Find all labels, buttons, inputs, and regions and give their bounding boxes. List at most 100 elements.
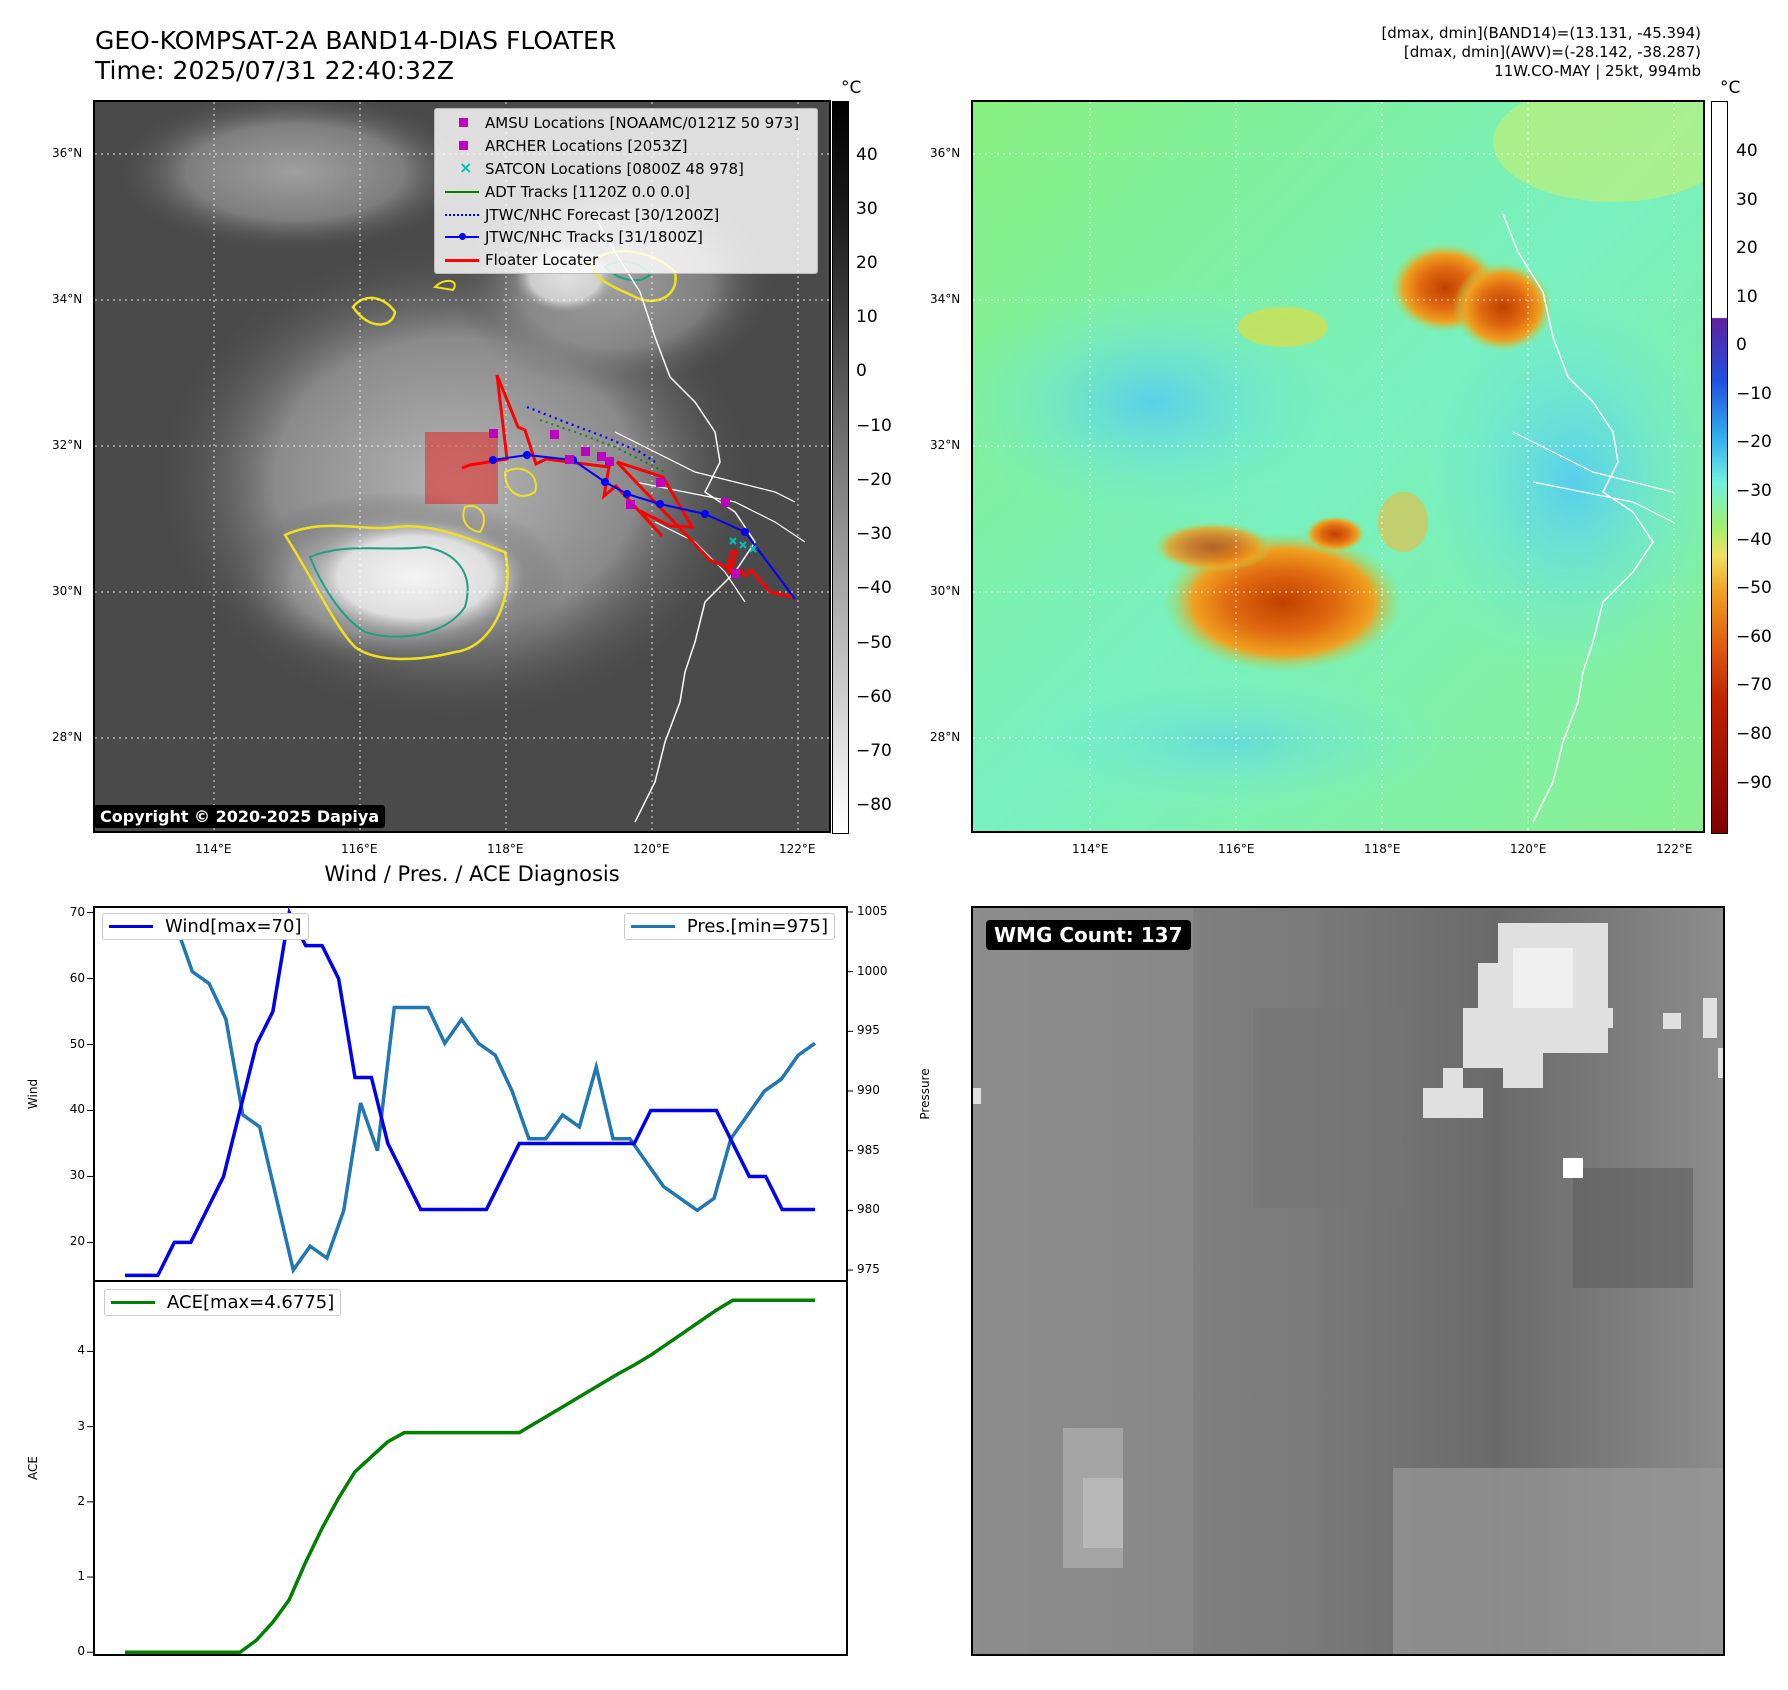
ir-cb-tick: 40 — [856, 145, 878, 165]
pressure-tick-label: 1005 — [857, 903, 888, 918]
map-legend: AMSU Locations [NOAAMC/0121Z 50 973] ARC… — [434, 108, 818, 274]
wind-series-line — [125, 906, 815, 1278]
ace-legend-label: ACE[max=4.6775] — [167, 1292, 335, 1313]
wv-cb-tick: −80 — [1736, 724, 1772, 744]
wind-tick-label: 60 — [69, 970, 85, 985]
pressure-legend: Pres.[min=975] — [623, 913, 835, 940]
ace-tick-label: 2 — [77, 1493, 85, 1508]
pressure-series-line — [125, 922, 817, 1275]
wv-lat-tick: 28°N — [930, 730, 961, 744]
info-line-3: 11W.CO-MAY | 25kt, 994mb — [1494, 62, 1701, 80]
ace-tick-label: 3 — [77, 1418, 85, 1433]
info-line-1: [dmax, dmin](BAND14)=(13.131, -45.394) — [1381, 24, 1701, 42]
legend-label-adt: ADT Tracks [1120Z 0.0 0.0] — [485, 182, 690, 201]
wv-lon-tick: 116°E — [1218, 842, 1255, 856]
wind-tick-label: 20 — [69, 1234, 85, 1249]
wind-legend-label: Wind[max=70] — [165, 916, 302, 937]
ir-lon-tick: 114°E — [195, 842, 232, 856]
wv-cb-tick: −20 — [1736, 432, 1772, 452]
wv-cb-tick: −40 — [1736, 530, 1772, 550]
pressure-tick-label: 995 — [857, 1023, 880, 1038]
legend-item-adt: ADT Tracks [1120Z 0.0 0.0] — [441, 180, 811, 203]
wmg-count-badge: WMG Count: 137 — [986, 920, 1191, 950]
title-line-2: Time: 2025/07/31 22:40:32Z — [95, 56, 454, 85]
ace-tick-label: 0 — [77, 1644, 85, 1659]
legend-label-tracks: JTWC/NHC Tracks [31/1800Z] — [485, 228, 703, 247]
ace-chart — [87, 1280, 848, 1656]
ace-series-line — [125, 1298, 815, 1654]
ir-cb-tick: 30 — [856, 199, 878, 219]
ir-lon-tick: 120°E — [633, 842, 670, 856]
ir-lat-tick: 28°N — [52, 730, 83, 744]
pressure-axis-label: Pressure — [918, 1068, 932, 1120]
ir-cb-tick: 0 — [856, 361, 867, 381]
ir-lat-tick: 32°N — [52, 438, 83, 452]
wv-cb-tick: −10 — [1736, 384, 1772, 404]
info-line-2: [dmax, dmin](AWV)=(-28.142, -38.287) — [1403, 43, 1701, 61]
pressure-tick-label: 990 — [857, 1083, 880, 1098]
wv-colorbar-unit: °C — [1720, 78, 1741, 98]
ir-colorbar — [832, 101, 849, 834]
pressure-tick-label: 975 — [857, 1262, 880, 1277]
ir-cb-tick: −70 — [856, 741, 892, 761]
wind-tick-label: 40 — [69, 1102, 85, 1117]
wind-tick-label: 70 — [69, 904, 85, 919]
ir-lon-tick: 122°E — [779, 842, 816, 856]
wv-colorbar — [1711, 101, 1728, 834]
wmg-panel — [971, 906, 1725, 1656]
legend-item-amsu: AMSU Locations [NOAAMC/0121Z 50 973] — [441, 112, 811, 135]
ir-cb-tick: −60 — [856, 687, 892, 707]
legend-label-forecast: JTWC/NHC Forecast [30/1200Z] — [485, 205, 720, 224]
ir-cb-tick: 10 — [856, 307, 878, 327]
ace-axis-label: ACE — [26, 1456, 40, 1480]
pressure-tick-label: 1000 — [857, 963, 888, 978]
wv-cb-tick: −70 — [1736, 675, 1772, 695]
wind-tick-label: 50 — [69, 1036, 85, 1051]
legend-label-floater: Floater Locater — [485, 251, 599, 270]
ir-map-panel: AMSU Locations [NOAAMC/0121Z 50 973] ARC… — [93, 100, 831, 833]
legend-label-amsu: AMSU Locations [NOAAMC/0121Z 50 973] — [485, 114, 800, 133]
legend-item-floater: Floater Locater — [441, 249, 811, 272]
wv-lon-tick: 120°E — [1510, 842, 1547, 856]
wind-axis-label: Wind — [26, 1078, 40, 1110]
ir-lon-tick: 116°E — [341, 842, 378, 856]
pressure-legend-label: Pres.[min=975] — [686, 916, 828, 937]
ir-colorbar-unit: °C — [841, 78, 862, 98]
ir-cb-tick: −50 — [856, 633, 892, 653]
legend-item-archer: ARCHER Locations [2053Z] — [441, 135, 811, 158]
wv-lat-tick: 32°N — [930, 438, 961, 452]
wv-cb-tick: −50 — [1736, 578, 1772, 598]
pressure-tick-label: 980 — [857, 1202, 880, 1217]
figure-info: [dmax, dmin](BAND14)=(13.131, -45.394) [… — [1381, 24, 1701, 81]
legend-item-satcon: × SATCON Locations [0800Z 48 978] — [459, 157, 744, 178]
wv-cb-tick: −90 — [1736, 773, 1772, 793]
ace-tick-label: 1 — [77, 1569, 85, 1584]
wv-lon-tick: 122°E — [1656, 842, 1693, 856]
wv-map-image — [973, 102, 1703, 831]
wmg-image — [973, 908, 1723, 1654]
figure-title: GEO-KOMPSAT-2A BAND14-DIAS FLOATER Time:… — [95, 26, 616, 86]
copyright-badge: Copyright © 2020-2025 Dapiya — [94, 805, 386, 828]
ir-lon-tick: 118°E — [487, 842, 524, 856]
wv-cb-tick: 40 — [1736, 141, 1758, 161]
wv-lat-tick: 36°N — [930, 146, 961, 160]
wind-legend: Wind[max=70] — [102, 913, 309, 940]
legend-item-forecast: JTWC/NHC Forecast [30/1200Z] — [441, 203, 811, 226]
ir-cb-tick: −10 — [856, 416, 892, 436]
wv-cb-tick: −30 — [1736, 481, 1772, 501]
ace-legend-line — [111, 1301, 155, 1304]
legend-label-archer: ARCHER Locations [2053Z] — [485, 137, 688, 156]
title-line-1: GEO-KOMPSAT-2A BAND14-DIAS FLOATER — [95, 26, 617, 55]
wv-cb-tick: −60 — [1736, 627, 1772, 647]
legend-item-tracks: JTWC/NHC Tracks [31/1800Z] — [441, 226, 811, 249]
pressure-tick-label: 985 — [857, 1142, 880, 1157]
ace-tick-label: 4 — [77, 1343, 85, 1358]
wind-tick-label: 30 — [69, 1168, 85, 1183]
ir-lat-tick: 34°N — [52, 292, 83, 306]
wv-cb-tick: 10 — [1736, 287, 1758, 307]
wind-legend-line — [109, 925, 153, 928]
ir-cb-tick: −30 — [856, 524, 892, 544]
ir-lat-tick: 36°N — [52, 146, 83, 160]
wv-cb-tick: 20 — [1736, 238, 1758, 258]
ir-cb-tick: −20 — [856, 470, 892, 490]
